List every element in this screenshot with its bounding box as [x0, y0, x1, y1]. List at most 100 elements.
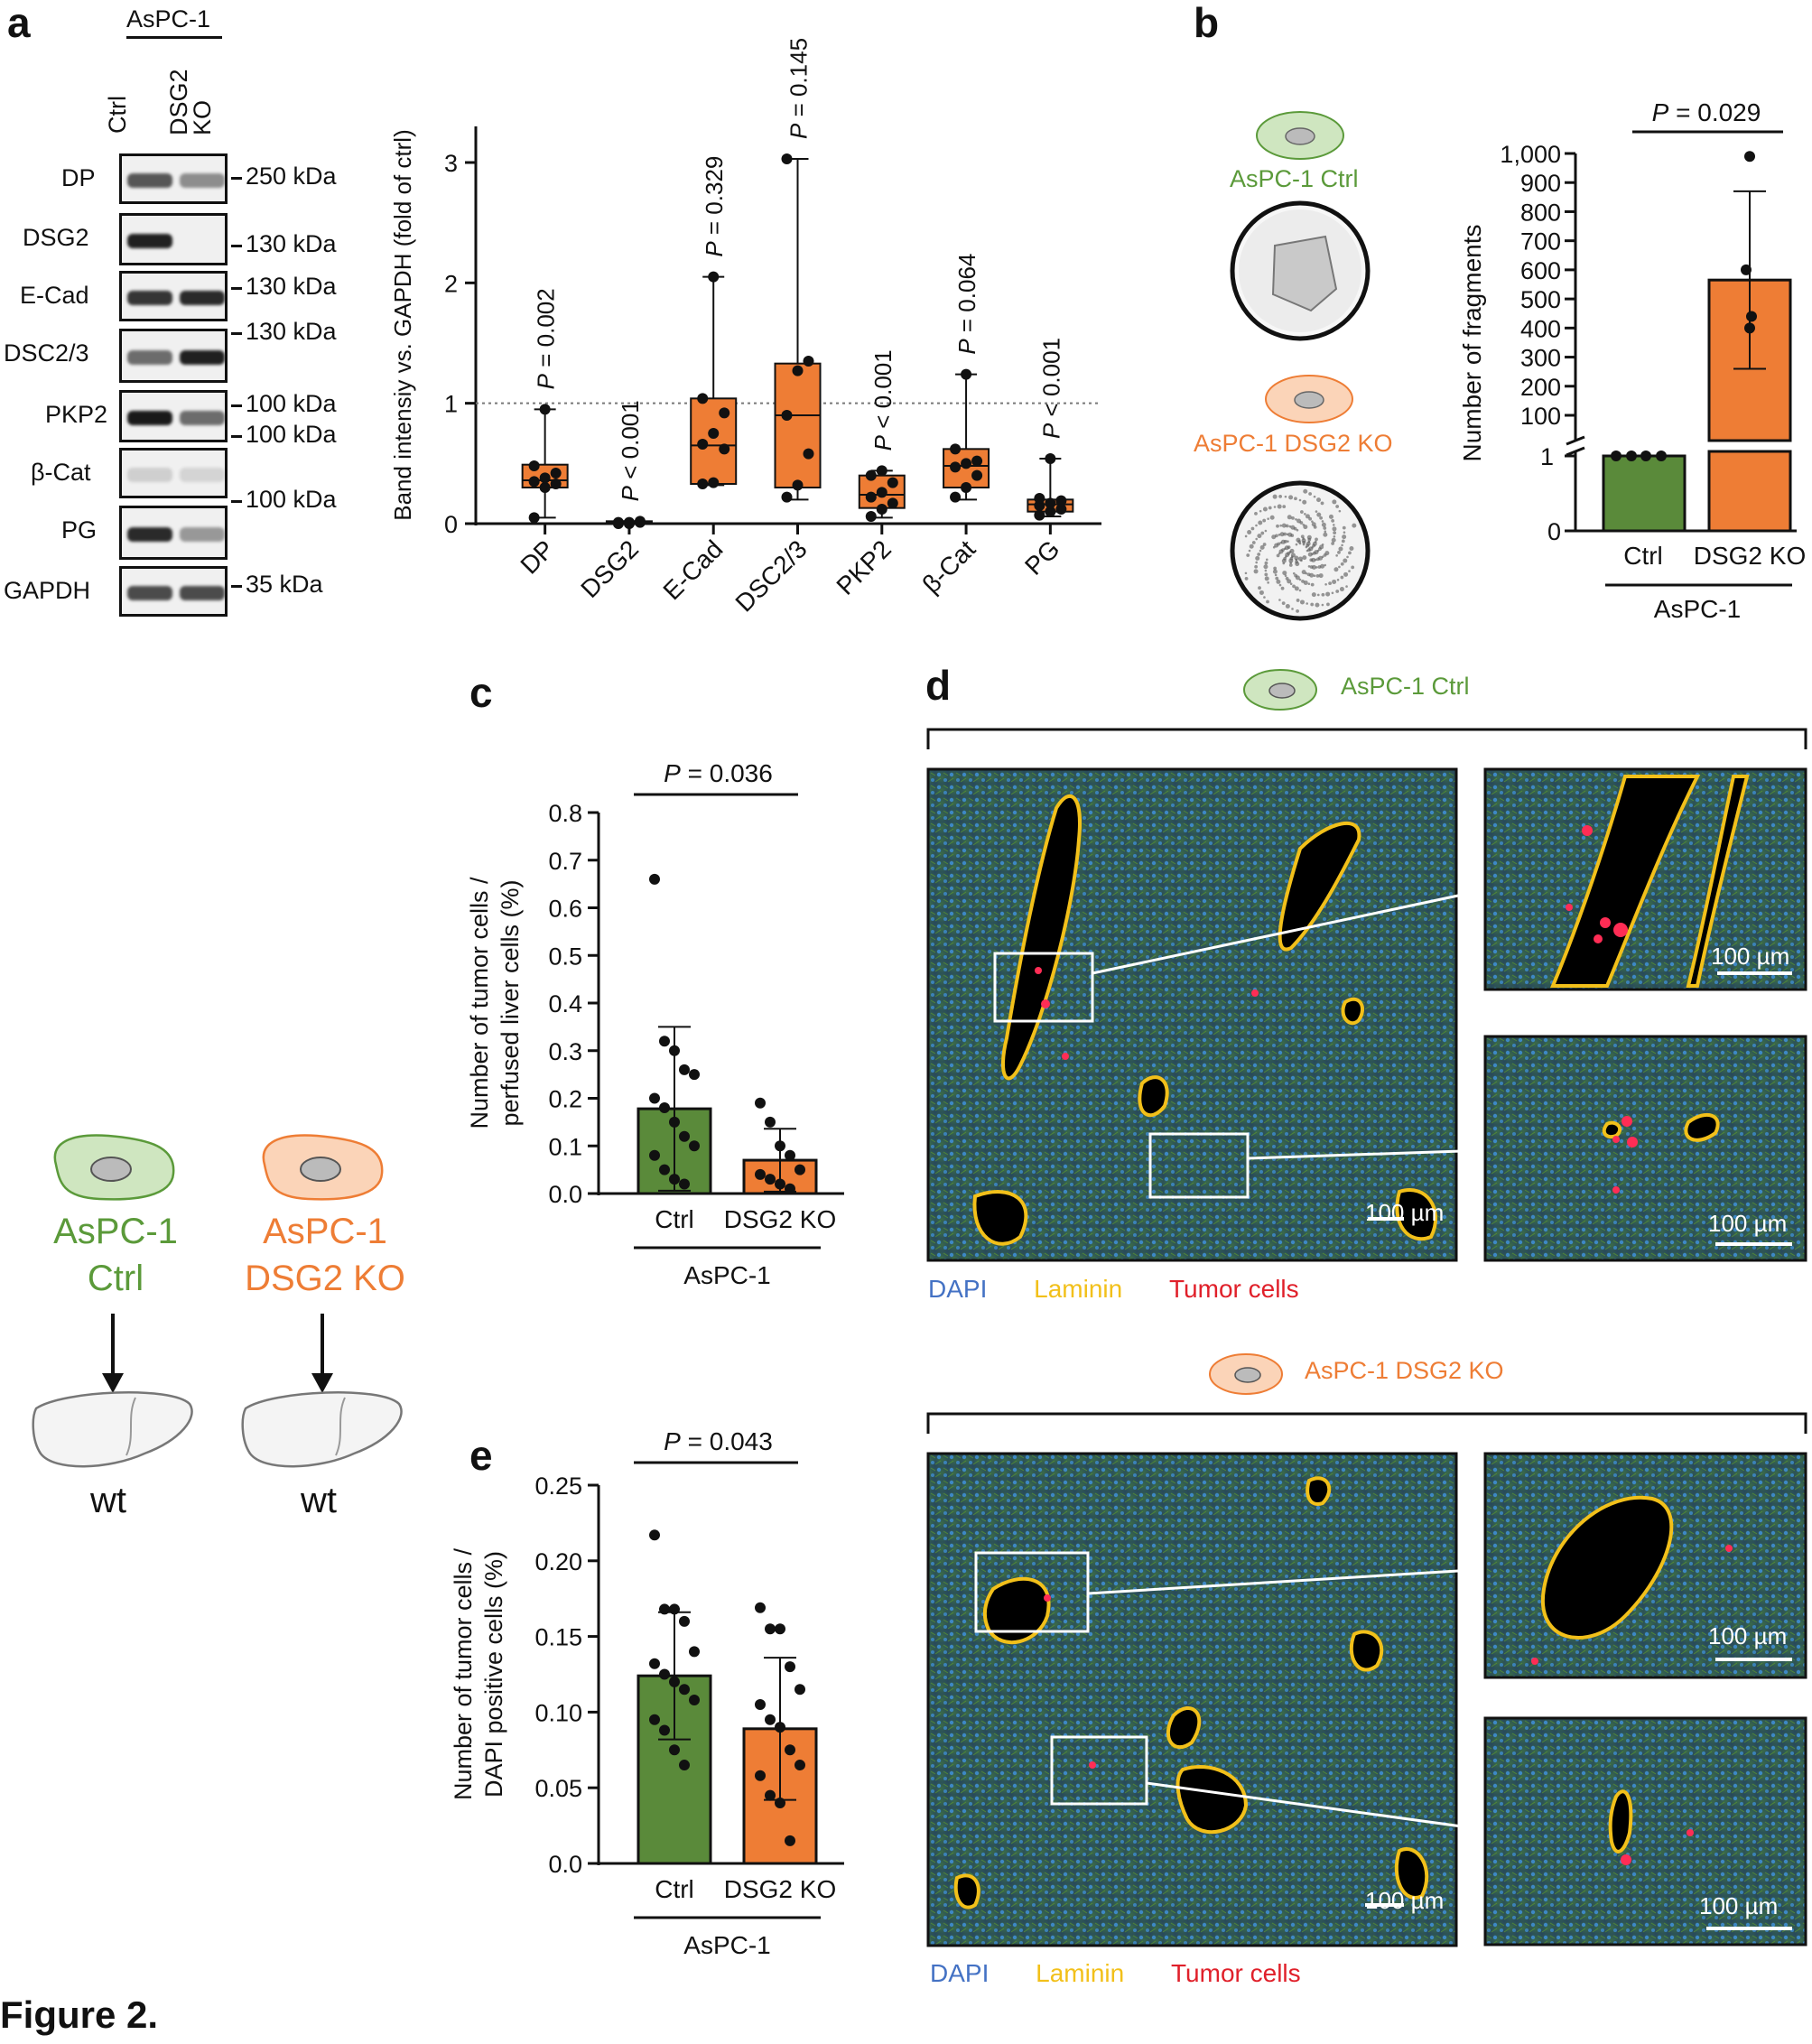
b-fragment [1279, 541, 1283, 544]
b-fragment [1294, 555, 1299, 561]
b-fragment [1295, 543, 1298, 546]
d-ctrl-inset-1-image-tumor-cell [1594, 934, 1603, 943]
d-ctrl-connector-1 [1092, 887, 1489, 975]
a-x-tick-label: PG [1019, 534, 1065, 581]
e-point [755, 1602, 766, 1613]
a-point [865, 491, 877, 503]
b-fragment [1302, 555, 1307, 561]
a-point [623, 516, 635, 528]
a-point [708, 477, 720, 488]
b-fragment [1302, 499, 1307, 505]
d-ko-inset-1-image-tumor-cell [1531, 1658, 1538, 1665]
d-ko-main-image-vessel [1394, 1847, 1429, 1900]
b-fragment [1321, 520, 1324, 523]
legend-laminin: Laminin [1034, 1275, 1123, 1303]
b-fragment [1335, 590, 1340, 593]
blot-band [127, 527, 172, 542]
b-fragment [1296, 599, 1300, 602]
a-point [792, 365, 804, 376]
blot-band [127, 586, 172, 600]
c-point [689, 1069, 700, 1081]
b-fragment [1321, 555, 1324, 559]
b-fragment [1301, 570, 1306, 575]
b-fragment [1315, 602, 1320, 608]
c-x-label: Ctrl [655, 1205, 694, 1233]
b-fragment [1288, 495, 1294, 500]
b-fragment [1315, 540, 1317, 544]
c-y-tick-label: 0.0 [548, 1181, 582, 1208]
arrow-head-icon [311, 1373, 333, 1393]
b-point-ctrl [1640, 451, 1651, 461]
liver-label-ctrl: wt [90, 1481, 126, 1520]
blot-label: PG [61, 516, 98, 544]
c-y-label: perfused liver cells (%) [497, 879, 524, 1126]
e-point [794, 1760, 805, 1771]
b-fragment [1287, 532, 1293, 537]
e-point [775, 1722, 785, 1733]
a-point [550, 478, 562, 489]
b-fragment [1298, 498, 1302, 502]
b-fragment [1289, 562, 1292, 564]
d-ko-inset-2-image-tumor-cell [1687, 1829, 1694, 1836]
a-pvalue: P = 0.329 [701, 156, 728, 257]
blot-band [180, 411, 225, 425]
b-fragment [1259, 590, 1264, 595]
d-ko-main-image-tumor-cell [1044, 1594, 1051, 1602]
b-fragment [1333, 567, 1339, 572]
b-point-ctrl [1656, 451, 1667, 461]
d-ko-connector-1 [1087, 1567, 1489, 1595]
b-fragment [1285, 604, 1290, 609]
b-fragment [1313, 495, 1316, 498]
b-fragment [1311, 522, 1316, 527]
c-point [755, 1097, 766, 1109]
schematic-ctrl-label: AsPC-1 Ctrl [34, 1208, 197, 1302]
b-fragment [1279, 532, 1285, 537]
blot-label: DSC2/3 [4, 339, 89, 367]
d-bracket [926, 1412, 1807, 1434]
b-fragment [1262, 518, 1267, 523]
b-fragment [1257, 553, 1261, 556]
a-point [1055, 504, 1067, 515]
c-pvalue: P = 0.036 [664, 759, 773, 787]
d-ctrl-main-image [926, 767, 1458, 1262]
b-ko-label: AsPC-1 DSG2 KO [1194, 430, 1393, 457]
b-fragment [1272, 545, 1276, 549]
b-fragment [1348, 551, 1352, 555]
blot-kda-tick [231, 500, 242, 503]
b-fragment [1332, 524, 1335, 526]
b-fragment [1298, 589, 1302, 592]
b-x-label-ko: DSG2 KO [1694, 542, 1806, 570]
b-fragment [1278, 583, 1282, 587]
b-fragment [1257, 534, 1262, 539]
d-ctrl-inset-2-image-vessel [1602, 1120, 1622, 1139]
e-point [679, 1615, 690, 1627]
d-ctrl-inset-1-image-tumor-cell [1582, 825, 1593, 836]
d-ctrl-main-image-tumor-cell [1251, 989, 1259, 997]
a-point [1045, 506, 1056, 517]
d-ko-main-image [926, 1452, 1458, 1947]
b-fragment [1346, 555, 1349, 559]
d-nucleus-icon [1268, 683, 1296, 699]
b-fragment [1295, 517, 1297, 521]
b-fragment [1333, 535, 1336, 538]
b-fragment [1335, 554, 1338, 557]
b-fragment [1288, 563, 1293, 567]
a-point [961, 458, 972, 469]
b-fragment [1284, 495, 1287, 498]
b-fragment [1331, 591, 1334, 595]
b-fragment [1318, 573, 1324, 579]
panel-c-letter: c [469, 669, 493, 716]
blot-label: E-Cad [20, 282, 89, 309]
a-pvalue: P = 0.145 [785, 38, 813, 139]
b-fragment [1345, 585, 1348, 588]
b-fragment [1282, 562, 1286, 565]
b-fragment [1352, 523, 1357, 528]
b-fragment [1255, 537, 1259, 541]
blot-kda-tick [231, 332, 242, 335]
b-fragment [1278, 534, 1281, 536]
b-fragment [1315, 558, 1317, 562]
e-point [649, 1658, 660, 1669]
b-y-tick-label: 100 [1520, 403, 1561, 430]
b-fragment [1273, 506, 1277, 508]
blot-image [119, 153, 228, 204]
